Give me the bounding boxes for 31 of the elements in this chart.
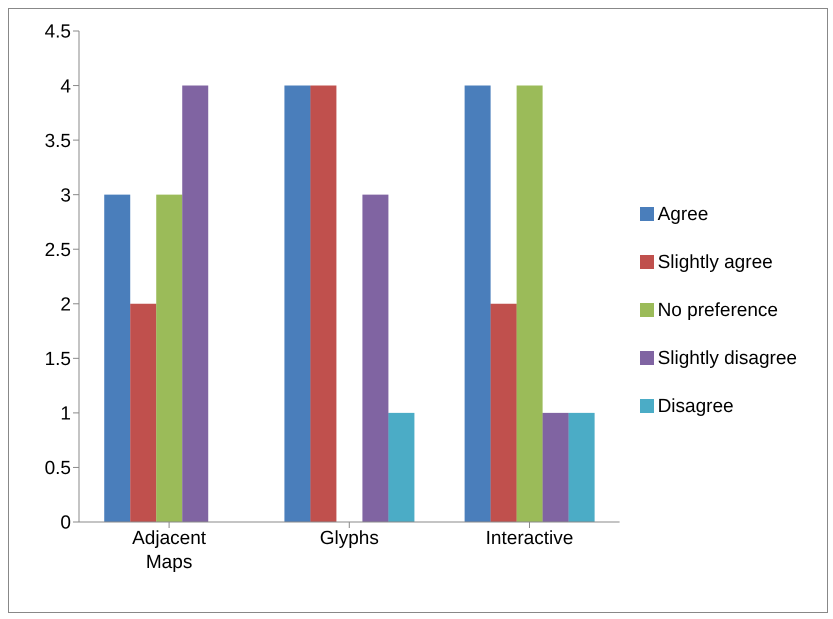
y-tick-label: 2 bbox=[60, 294, 71, 316]
bar bbox=[388, 412, 414, 522]
legend-label: Disagree bbox=[658, 396, 734, 416]
y-tick-label: 4.5 bbox=[44, 22, 71, 43]
legend-label: Slightly disagree bbox=[658, 348, 797, 368]
bar bbox=[104, 194, 130, 522]
x-tick-label: Interactive bbox=[486, 528, 574, 549]
bar bbox=[310, 86, 336, 522]
bar bbox=[464, 86, 491, 522]
y-tick-label: 4 bbox=[60, 76, 72, 98]
y-tick-label: 1 bbox=[60, 404, 71, 425]
bar bbox=[568, 412, 595, 522]
bar bbox=[130, 304, 156, 522]
legend-label: Slightly agree bbox=[658, 252, 773, 272]
y-tick-label: 3.5 bbox=[44, 130, 71, 152]
y-tick-label: 1.5 bbox=[44, 349, 71, 370]
x-tick-label: Glyphs bbox=[320, 528, 379, 549]
bar bbox=[490, 304, 517, 522]
legend-label: Agree bbox=[658, 204, 708, 224]
bar bbox=[516, 86, 543, 522]
bar bbox=[156, 194, 182, 522]
legend-label: No preference bbox=[658, 300, 778, 320]
y-tick-label: 0.5 bbox=[44, 458, 71, 480]
bar bbox=[182, 86, 208, 522]
y-tick-label: 0 bbox=[60, 512, 71, 534]
y-tick-label: 3 bbox=[60, 185, 71, 206]
y-tick-label: 2.5 bbox=[44, 240, 71, 261]
bar bbox=[284, 86, 310, 522]
bar bbox=[542, 412, 569, 522]
bar bbox=[362, 194, 388, 522]
x-tick-label: Adjacent Maps bbox=[132, 528, 207, 573]
